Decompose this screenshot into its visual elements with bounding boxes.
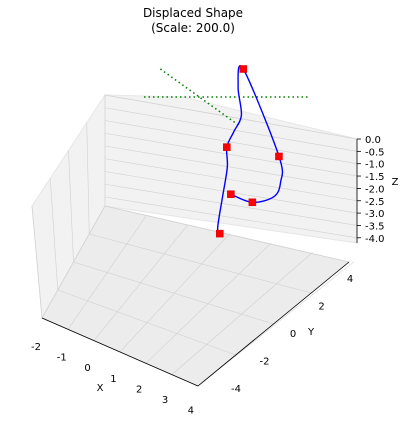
chart-title: Displaced Shape <box>143 6 243 20</box>
y-tick-label: 2 <box>318 302 324 313</box>
x-ticks: -2 -1 0 1 2 3 4 <box>31 342 194 417</box>
grid-line-z <box>104 107 358 152</box>
x-tick-label: -2 <box>31 342 41 353</box>
z-tick-label: -1.0 <box>365 160 385 171</box>
grid-line-z <box>104 158 358 202</box>
z-tick-label: -1.5 <box>365 172 385 183</box>
x-tick-label: 0 <box>84 363 90 374</box>
y-tick-label: -2 <box>260 357 270 368</box>
x-axis-line <box>41 317 199 387</box>
grid-line-x <box>119 233 230 353</box>
z-tick-label: -3.5 <box>365 221 385 232</box>
y-axis-label: Y <box>307 327 315 338</box>
z-tick-label: -2.5 <box>365 197 385 208</box>
z-tick-label: -2.0 <box>365 184 385 195</box>
y-tick-label: 4 <box>347 274 353 285</box>
z-tick-label: -4.0 <box>365 234 385 245</box>
node-marker <box>239 65 248 73</box>
grid-line-y-wall <box>68 150 74 263</box>
grid-line-z <box>104 94 358 140</box>
grid-line-y <box>104 205 350 263</box>
x-tick-label: 2 <box>136 384 142 395</box>
grid-line-x <box>93 224 189 341</box>
chart-subtitle: (Scale: 200.0) <box>151 21 235 35</box>
grid-line-z <box>104 145 358 189</box>
grid-line-y <box>57 289 236 356</box>
grid-line-y <box>89 233 312 294</box>
grid-line-y <box>73 261 274 325</box>
z-tick-label: -0.5 <box>365 147 385 158</box>
grid-line-z <box>104 183 358 226</box>
z-tick-label: 0.0 <box>365 135 381 146</box>
y-tick-label: 0 <box>290 329 296 340</box>
x-tick-label: -1 <box>57 353 67 364</box>
node-marker <box>223 143 231 151</box>
grid-line-y-wall <box>49 178 59 291</box>
grid-line-y-wall <box>86 122 90 235</box>
y-ticks: -4 -2 0 2 4 <box>231 274 353 395</box>
z-ticks: 0.0-0.5 -1.0-1.5-2.0 -2.5-3.0-3.5 -4.0 <box>357 135 385 245</box>
y-tick-label: -4 <box>231 384 241 395</box>
node-marker <box>275 152 283 161</box>
grid-line-x <box>171 252 313 375</box>
grid-line-z <box>104 132 358 177</box>
x-tick-label: 3 <box>162 395 168 406</box>
z-tick-label: -3.0 <box>365 209 385 220</box>
node-marker <box>227 190 235 198</box>
x-tick-label: 4 <box>188 406 194 417</box>
x-tick-label: 1 <box>110 374 116 385</box>
x-axis-label: X <box>97 383 104 394</box>
grid-line-z <box>104 120 358 164</box>
series-layer <box>144 65 310 238</box>
displaced-curve <box>216 65 284 235</box>
z-axis-label: Z <box>392 177 399 188</box>
grid-line-y-wall <box>31 205 43 319</box>
node-marker <box>216 229 224 238</box>
y-axis-line <box>197 261 350 387</box>
grid-line-z <box>104 196 358 239</box>
grid <box>31 94 358 387</box>
node-marker <box>248 198 257 207</box>
grid-line-x <box>145 242 272 364</box>
